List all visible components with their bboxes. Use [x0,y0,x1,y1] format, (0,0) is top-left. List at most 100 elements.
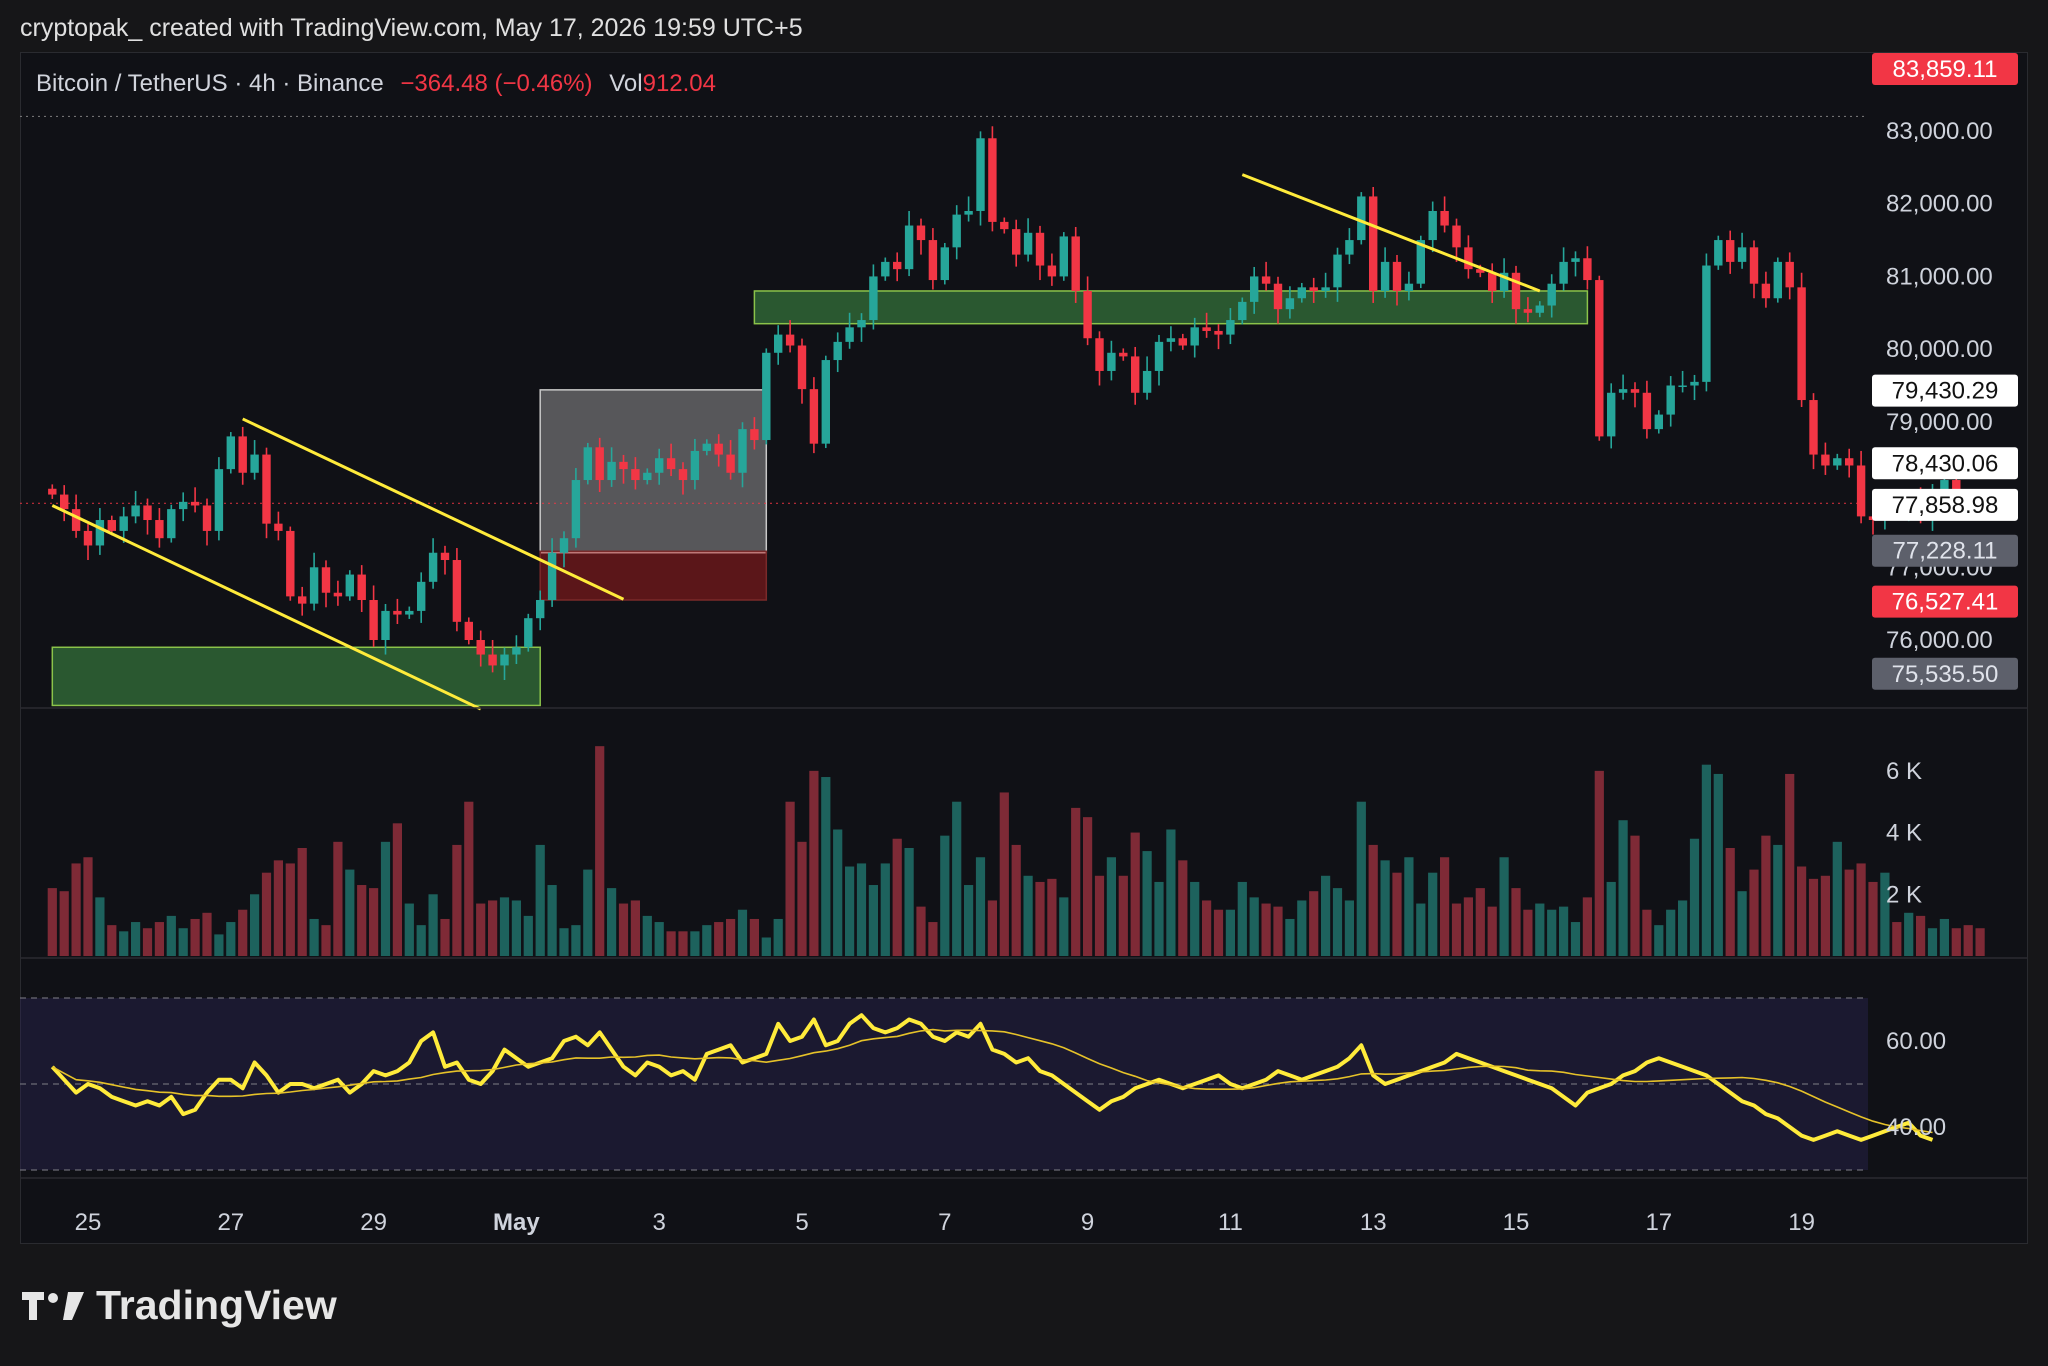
candle-body [1666,385,1675,415]
volume-bar [1666,909,1676,956]
time-tick-label: 3 [653,1209,666,1236]
candle-body [785,334,795,346]
volume-bar [440,918,450,956]
volume-bar [1654,925,1664,956]
trendline [51,504,482,711]
volume-bar [1344,900,1354,956]
candle-body [869,276,878,321]
volume-bar [499,897,510,956]
volume-bar [1975,928,1985,956]
volume-bar [1249,897,1259,956]
price-label-box [1872,488,2018,521]
volume-bar [1773,844,1783,956]
volume-bar [309,918,319,956]
volume-bar [1737,891,1747,956]
volume-bar [1023,875,1033,956]
candle-body [1773,261,1782,299]
volume-tick-label: 2 K [1886,881,1922,908]
volume-bar [380,841,391,956]
volume-bar [107,925,117,956]
volume-bar [1190,881,1200,956]
volume-tick-label: 4 K [1886,820,1922,847]
candle-body [607,461,616,481]
volume-bar [1392,872,1402,956]
volume-bar [880,863,890,956]
volume-bar [1916,915,1926,956]
volume-bar [1535,903,1545,956]
price-label-box [1872,534,2018,567]
volume-bar [285,863,295,956]
volume-bar [202,912,212,956]
price-label-box [1872,374,2018,407]
volume-bar [1356,801,1366,956]
volume-bar [702,925,712,956]
price-label-text: 76,527.41 [1892,589,1999,616]
price-label-text: 78,430.06 [1892,450,1999,477]
volume-bar [821,777,831,956]
volume-bar [1451,903,1462,956]
volume-bar [690,931,700,956]
volume-bar [535,844,545,956]
volume-bar [773,918,783,956]
candle-body [928,240,938,281]
price-tick-label: 82,000.00 [1886,191,1993,218]
volume-bar [190,918,200,956]
time-tick-label: May [493,1209,540,1236]
candle-body [1357,196,1366,241]
symbol-info[interactable]: Bitcoin / TetherUS · 4h · Binance [36,70,384,97]
volume-bar [1939,918,1949,956]
volume-bar [1844,869,1854,956]
candle-body [893,261,902,270]
candle-body [1380,261,1390,291]
tradingview-logo-icon [22,1291,84,1320]
candle-body [1690,381,1699,386]
candle-body [916,225,926,241]
time-tick-label: 17 [1645,1209,1672,1236]
volume-bar [1523,909,1533,956]
volume-bar [523,915,533,956]
candle-body [250,454,259,473]
volume-bar [1606,881,1616,956]
volume-bar [1689,838,1700,956]
candle-body [298,596,307,604]
candle-body [1369,196,1378,291]
volume-bar [131,922,141,956]
candle-body [1535,305,1544,313]
time-tick-label: 27 [217,1209,244,1236]
candle-body [524,618,533,648]
candle-body [881,261,890,277]
attribution-text: cryptopak_ created with TradingView.com,… [20,14,803,42]
volume-bar [1071,807,1081,956]
candle-body [1119,352,1128,357]
candle-body [190,501,200,506]
volume-bar [1868,881,1878,956]
time-tick-label: 5 [795,1209,808,1236]
candle-body [988,138,997,222]
volume-bar [428,894,438,956]
candle-body [1190,327,1199,346]
volume-bar [547,885,557,956]
candle-body [857,320,866,328]
volume-bar [1594,770,1604,956]
volume-bar [964,885,974,956]
volume-bar [119,931,129,956]
volume-bar [618,903,629,956]
candle-body [357,574,366,601]
volume-bar [1202,900,1212,956]
candle-body [1309,287,1318,291]
volume-bar [1130,832,1140,956]
volume-bar [1166,829,1176,956]
volume-bar [142,928,153,956]
trendline [242,417,625,601]
volume-bar [630,900,640,956]
candle-body [976,138,985,211]
candle-body [536,600,545,619]
candle-body [833,341,842,361]
candle-body [1000,221,1009,230]
volume-bar [1083,817,1093,956]
candle-body [1154,341,1164,371]
candle-body [571,480,581,539]
candle-body [1250,276,1259,302]
tradingview-logo[interactable]: TradingView [22,1282,337,1329]
